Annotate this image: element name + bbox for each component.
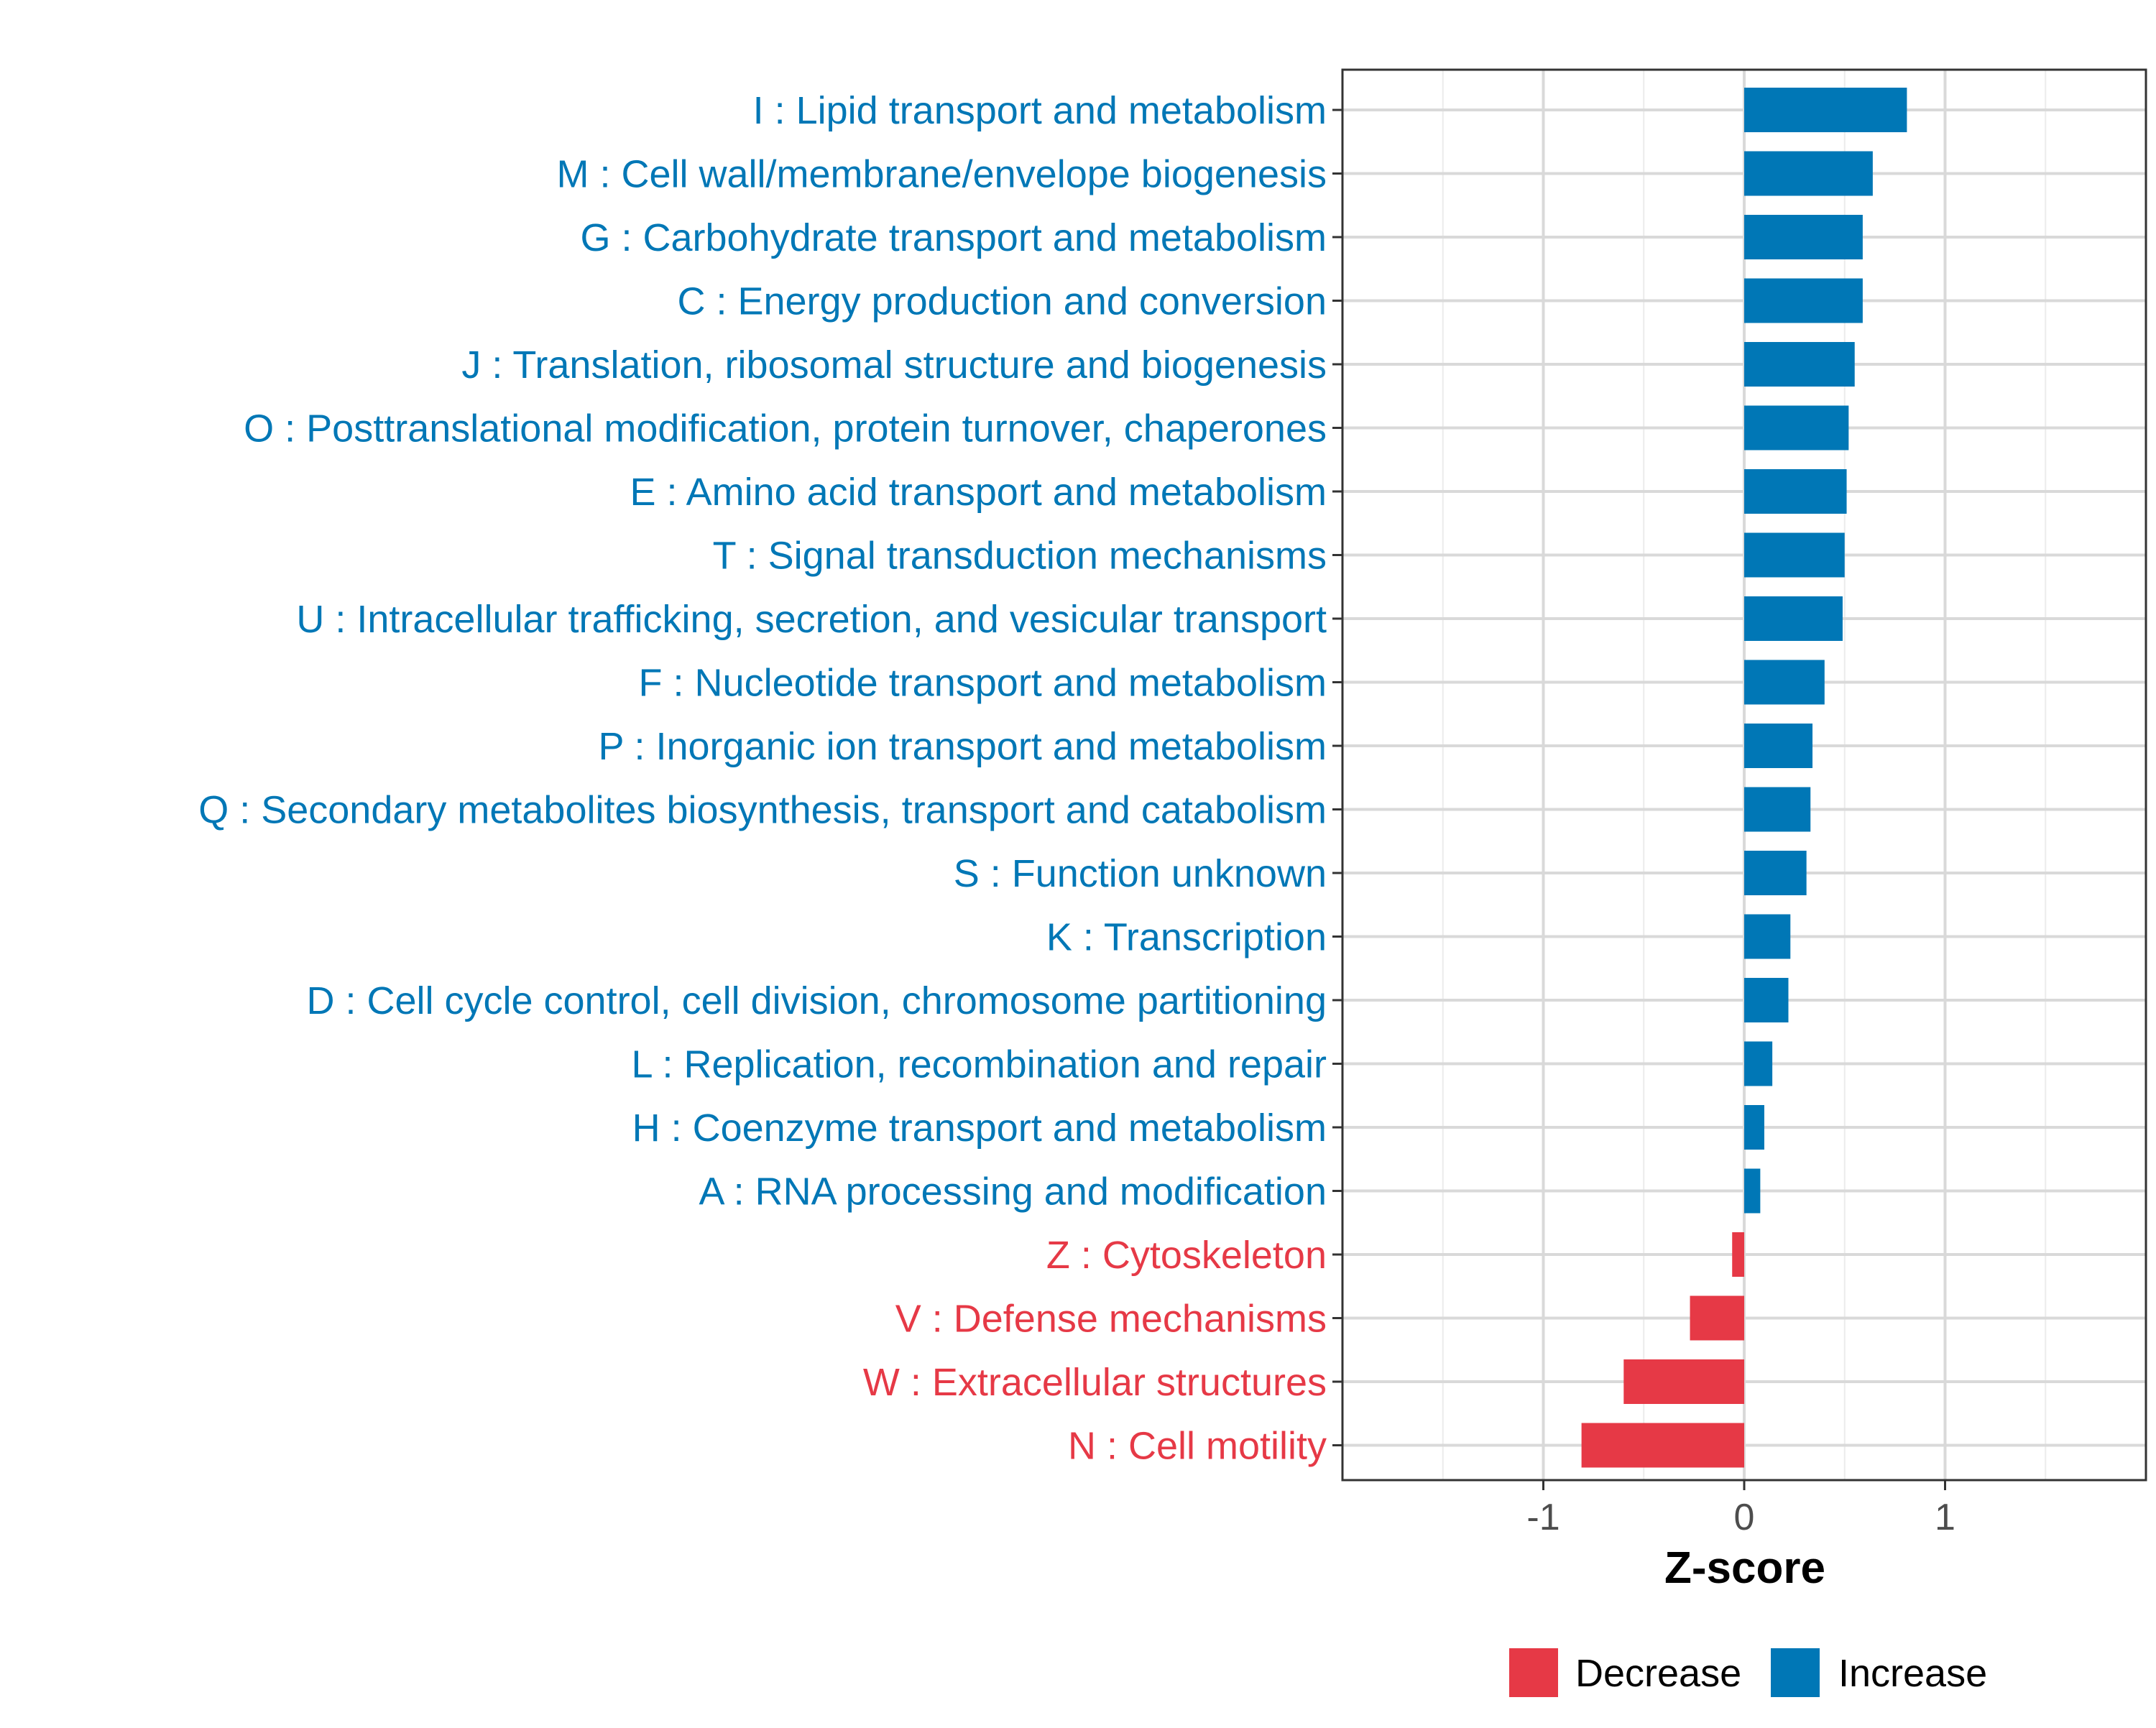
bar-u (1744, 596, 1843, 641)
category-label: H : Coenzyme transport and metabolism (632, 1106, 1327, 1150)
bar-q (1744, 787, 1811, 832)
legend-label-increase: Increase (1838, 1652, 1987, 1695)
bar-n (1581, 1423, 1744, 1468)
bar-c (1744, 278, 1863, 323)
category-label: S : Function unknown (954, 852, 1327, 895)
category-label: C : Energy production and conversion (677, 280, 1327, 323)
bar-layer (1581, 88, 1907, 1468)
category-label: A : RNA processing and modification (699, 1170, 1327, 1214)
bar-e (1744, 469, 1847, 514)
bar-a (1744, 1168, 1761, 1214)
category-label: P : Inorganic ion transport and metaboli… (598, 725, 1327, 768)
legend-key-increase (1771, 1648, 1820, 1697)
bar-f (1744, 660, 1825, 705)
x-axis-title: Z-score (1664, 1543, 1825, 1593)
bar-m (1744, 151, 1873, 196)
category-label: J : Translation, ribosomal structure and… (461, 343, 1327, 387)
bar-w (1623, 1359, 1744, 1404)
legend-key-decrease (1509, 1648, 1558, 1697)
category-label: U : Intracellular trafficking, secretion… (296, 598, 1327, 641)
bar-p (1744, 724, 1813, 768)
category-label: T : Signal transduction mechanisms (713, 535, 1327, 578)
bar-o (1744, 405, 1849, 451)
x-tick-label: -1 (1526, 1497, 1560, 1538)
x-tick-label: 0 (1734, 1497, 1755, 1538)
category-label: O : Posttranslational modification, prot… (244, 407, 1327, 451)
category-label: K : Transcription (1046, 916, 1327, 959)
category-label: F : Nucleotide transport and metabolism (639, 662, 1327, 705)
bar-t (1744, 532, 1845, 578)
legend: Decrease Increase (1509, 1648, 1987, 1697)
category-label: G : Carbohydrate transport and metabolis… (581, 216, 1327, 259)
category-label: I : Lipid transport and metabolism (753, 89, 1327, 132)
label-layer: I : Lipid transport and metabolism M : Ce… (198, 89, 1955, 1538)
category-label: M : Cell wall/membrane/envelope biogenes… (556, 153, 1327, 196)
bar-z (1732, 1232, 1744, 1277)
category-label: N : Cell motility (1068, 1425, 1327, 1468)
category-label: E : Amino acid transport and metabolism (630, 471, 1327, 514)
category-label: L : Replication, recombination and repai… (631, 1043, 1327, 1086)
bar-v (1690, 1295, 1744, 1341)
x-tick-label: 1 (1935, 1497, 1955, 1538)
bar-l (1744, 1041, 1773, 1086)
category-label: Q : Secondary metabolites biosynthesis, … (198, 789, 1327, 832)
category-label: Z : Cytoskeleton (1046, 1234, 1327, 1277)
category-label: D : Cell cycle control, cell division, c… (306, 979, 1327, 1022)
bar-g (1744, 215, 1863, 259)
bar-k (1744, 914, 1791, 959)
legend-label-decrease: Decrease (1575, 1652, 1741, 1695)
bar-i (1744, 88, 1907, 132)
bar-j (1744, 342, 1855, 387)
bar-h (1744, 1105, 1764, 1150)
category-label: V : Defense mechanisms (895, 1298, 1327, 1341)
bar-d (1744, 978, 1789, 1022)
bar-s (1744, 851, 1807, 895)
category-label: W : Extracellular structures (863, 1361, 1327, 1404)
